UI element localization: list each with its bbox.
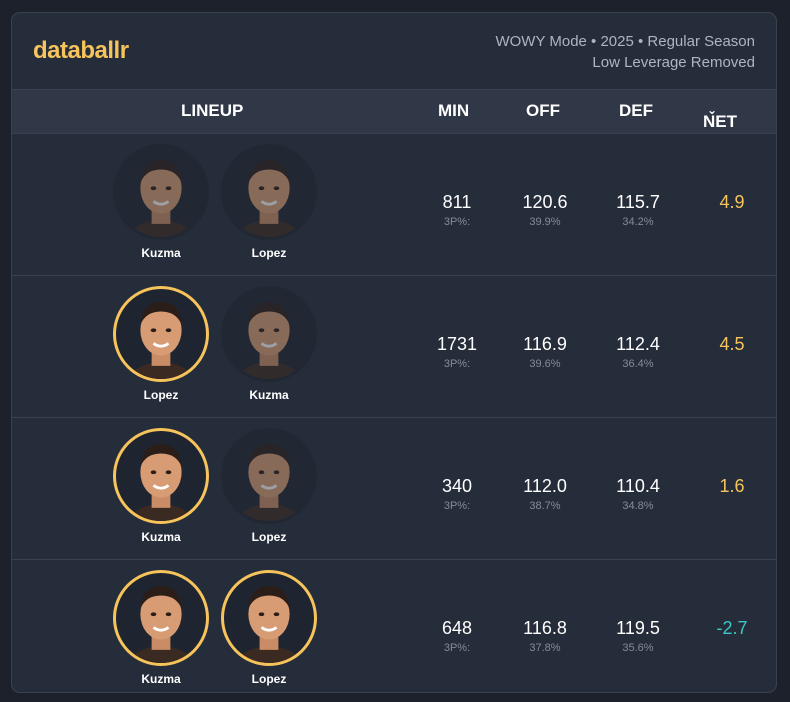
player-avatar (113, 570, 209, 666)
off-stat: 116.8 37.8% (505, 618, 585, 654)
def-value: 112.4 (616, 334, 660, 354)
min-3p-pct: 3P%: (443, 500, 471, 512)
off-3p-pct: 37.8% (529, 642, 561, 654)
min-stat: 1731 3P%: (417, 334, 497, 370)
off-stat: 120.6 39.9% (505, 192, 585, 228)
column-off[interactable]: OFF (526, 101, 560, 120)
player-toggle[interactable]: Kuzma (217, 286, 321, 402)
mode-line: WOWY Mode • 2025 • Regular Season (495, 33, 755, 50)
filter-line: Low Leverage Removed (592, 54, 755, 71)
min-value: 340 (441, 476, 473, 496)
off-3p-pct: 39.9% (529, 216, 561, 228)
player-avatar (221, 570, 317, 666)
player-toggle[interactable]: Lopez (217, 570, 321, 686)
player-avatar (113, 286, 209, 382)
min-stat: 811 3P%: (417, 192, 497, 228)
off-stat: 112.0 38.7% (505, 476, 585, 512)
player-name: Kuzma (141, 672, 181, 686)
def-stat: 115.7 34.2% (598, 192, 678, 228)
net-value: -2.7 (716, 618, 748, 638)
wowy-card: databallr WOWY Mode • 2025 • Regular Sea… (11, 12, 777, 693)
off-3p-pct: 39.6% (529, 358, 561, 370)
net-value: 4.5 (719, 334, 745, 354)
lineup-row[interactable]: Kuzma Lopez 648 3P%: 116.8 37.8% 119.5 35.6% -2.… (12, 560, 776, 692)
column-def[interactable]: DEF (619, 101, 653, 120)
player-toggle[interactable]: Lopez (109, 286, 213, 402)
off-value: 116.9 (523, 334, 567, 354)
off-value: 116.8 (523, 618, 567, 638)
def-3p-pct: 34.8% (622, 500, 654, 512)
min-3p-pct: 3P%: (443, 216, 471, 228)
min-value: 648 (441, 618, 473, 638)
player-name: Lopez (251, 246, 287, 260)
lineup-row[interactable]: Kuzma Lopez 811 3P%: 120.6 39.9% 115.7 34.2% 4.9 (12, 134, 776, 276)
def-3p-pct: 36.4% (622, 358, 654, 370)
lineup-table: Kuzma Lopez 811 3P%: 120.6 39.9% 115.7 34.2% 4.9… (12, 134, 776, 692)
player-avatar (113, 144, 209, 240)
min-3p-pct: 3P%: (443, 358, 471, 370)
min-value: 1731 (436, 334, 478, 354)
player-name: Kuzma (249, 388, 289, 402)
player-toggle[interactable]: Kuzma (109, 428, 213, 544)
settings-summary: WOWY Mode • 2025 • Regular Season Low Le… (495, 31, 755, 73)
off-value: 120.6 (522, 192, 568, 212)
def-3p-pct: 34.2% (622, 216, 654, 228)
off-stat: 116.9 39.6% (505, 334, 585, 370)
column-net-label: NET (703, 112, 737, 131)
net-value: 4.9 (719, 192, 745, 212)
column-net-sort[interactable]: NET ⌄ (703, 101, 737, 131)
column-lineup: LINEUP (181, 101, 244, 120)
player-toggle[interactable]: Lopez (217, 144, 321, 260)
def-3p-pct: 35.6% (622, 642, 654, 654)
net-value: 1.6 (719, 476, 745, 496)
chevron-down-icon: ⌄ (707, 103, 718, 117)
player-toggle[interactable]: Kuzma (109, 144, 213, 260)
player-toggle[interactable]: Lopez (217, 428, 321, 544)
def-stat: 112.4 36.4% (598, 334, 678, 370)
def-stat: 110.4 34.8% (598, 476, 678, 512)
lineup-row[interactable]: Lopez Kuzma 1731 3P%: 116.9 39.6% 112.4 36.4% 4.… (12, 276, 776, 418)
lineup-row[interactable]: Kuzma Lopez 340 3P%: 112.0 38.7% 110.4 34.8% 1.6 (12, 418, 776, 560)
player-name: Lopez (143, 388, 179, 402)
min-value: 811 (442, 192, 472, 212)
player-name: Kuzma (141, 530, 181, 544)
def-value: 115.7 (616, 192, 660, 212)
databallr-logo[interactable]: databallr (33, 37, 129, 64)
player-name: Lopez (251, 672, 287, 686)
column-min[interactable]: MIN (438, 101, 470, 120)
player-avatar (113, 428, 209, 524)
player-name: Kuzma (141, 246, 181, 260)
player-avatar (221, 286, 317, 382)
min-stat: 648 3P%: (417, 618, 497, 654)
player-toggle[interactable]: Kuzma (109, 570, 213, 686)
card-header: databallr WOWY Mode • 2025 • Regular Sea… (12, 13, 776, 89)
def-stat: 119.5 35.6% (598, 618, 678, 654)
player-name: Lopez (251, 530, 287, 544)
min-3p-pct: 3P%: (443, 642, 471, 654)
min-stat: 340 3P%: (417, 476, 497, 512)
off-3p-pct: 38.7% (529, 500, 561, 512)
def-value: 119.5 (616, 618, 660, 638)
column-header-row: LINEUP MIN OFF DEF NET ⌄ (12, 89, 776, 134)
player-avatar (221, 144, 317, 240)
player-avatar (221, 428, 317, 524)
off-value: 112.0 (523, 476, 567, 496)
def-value: 110.4 (616, 476, 660, 496)
